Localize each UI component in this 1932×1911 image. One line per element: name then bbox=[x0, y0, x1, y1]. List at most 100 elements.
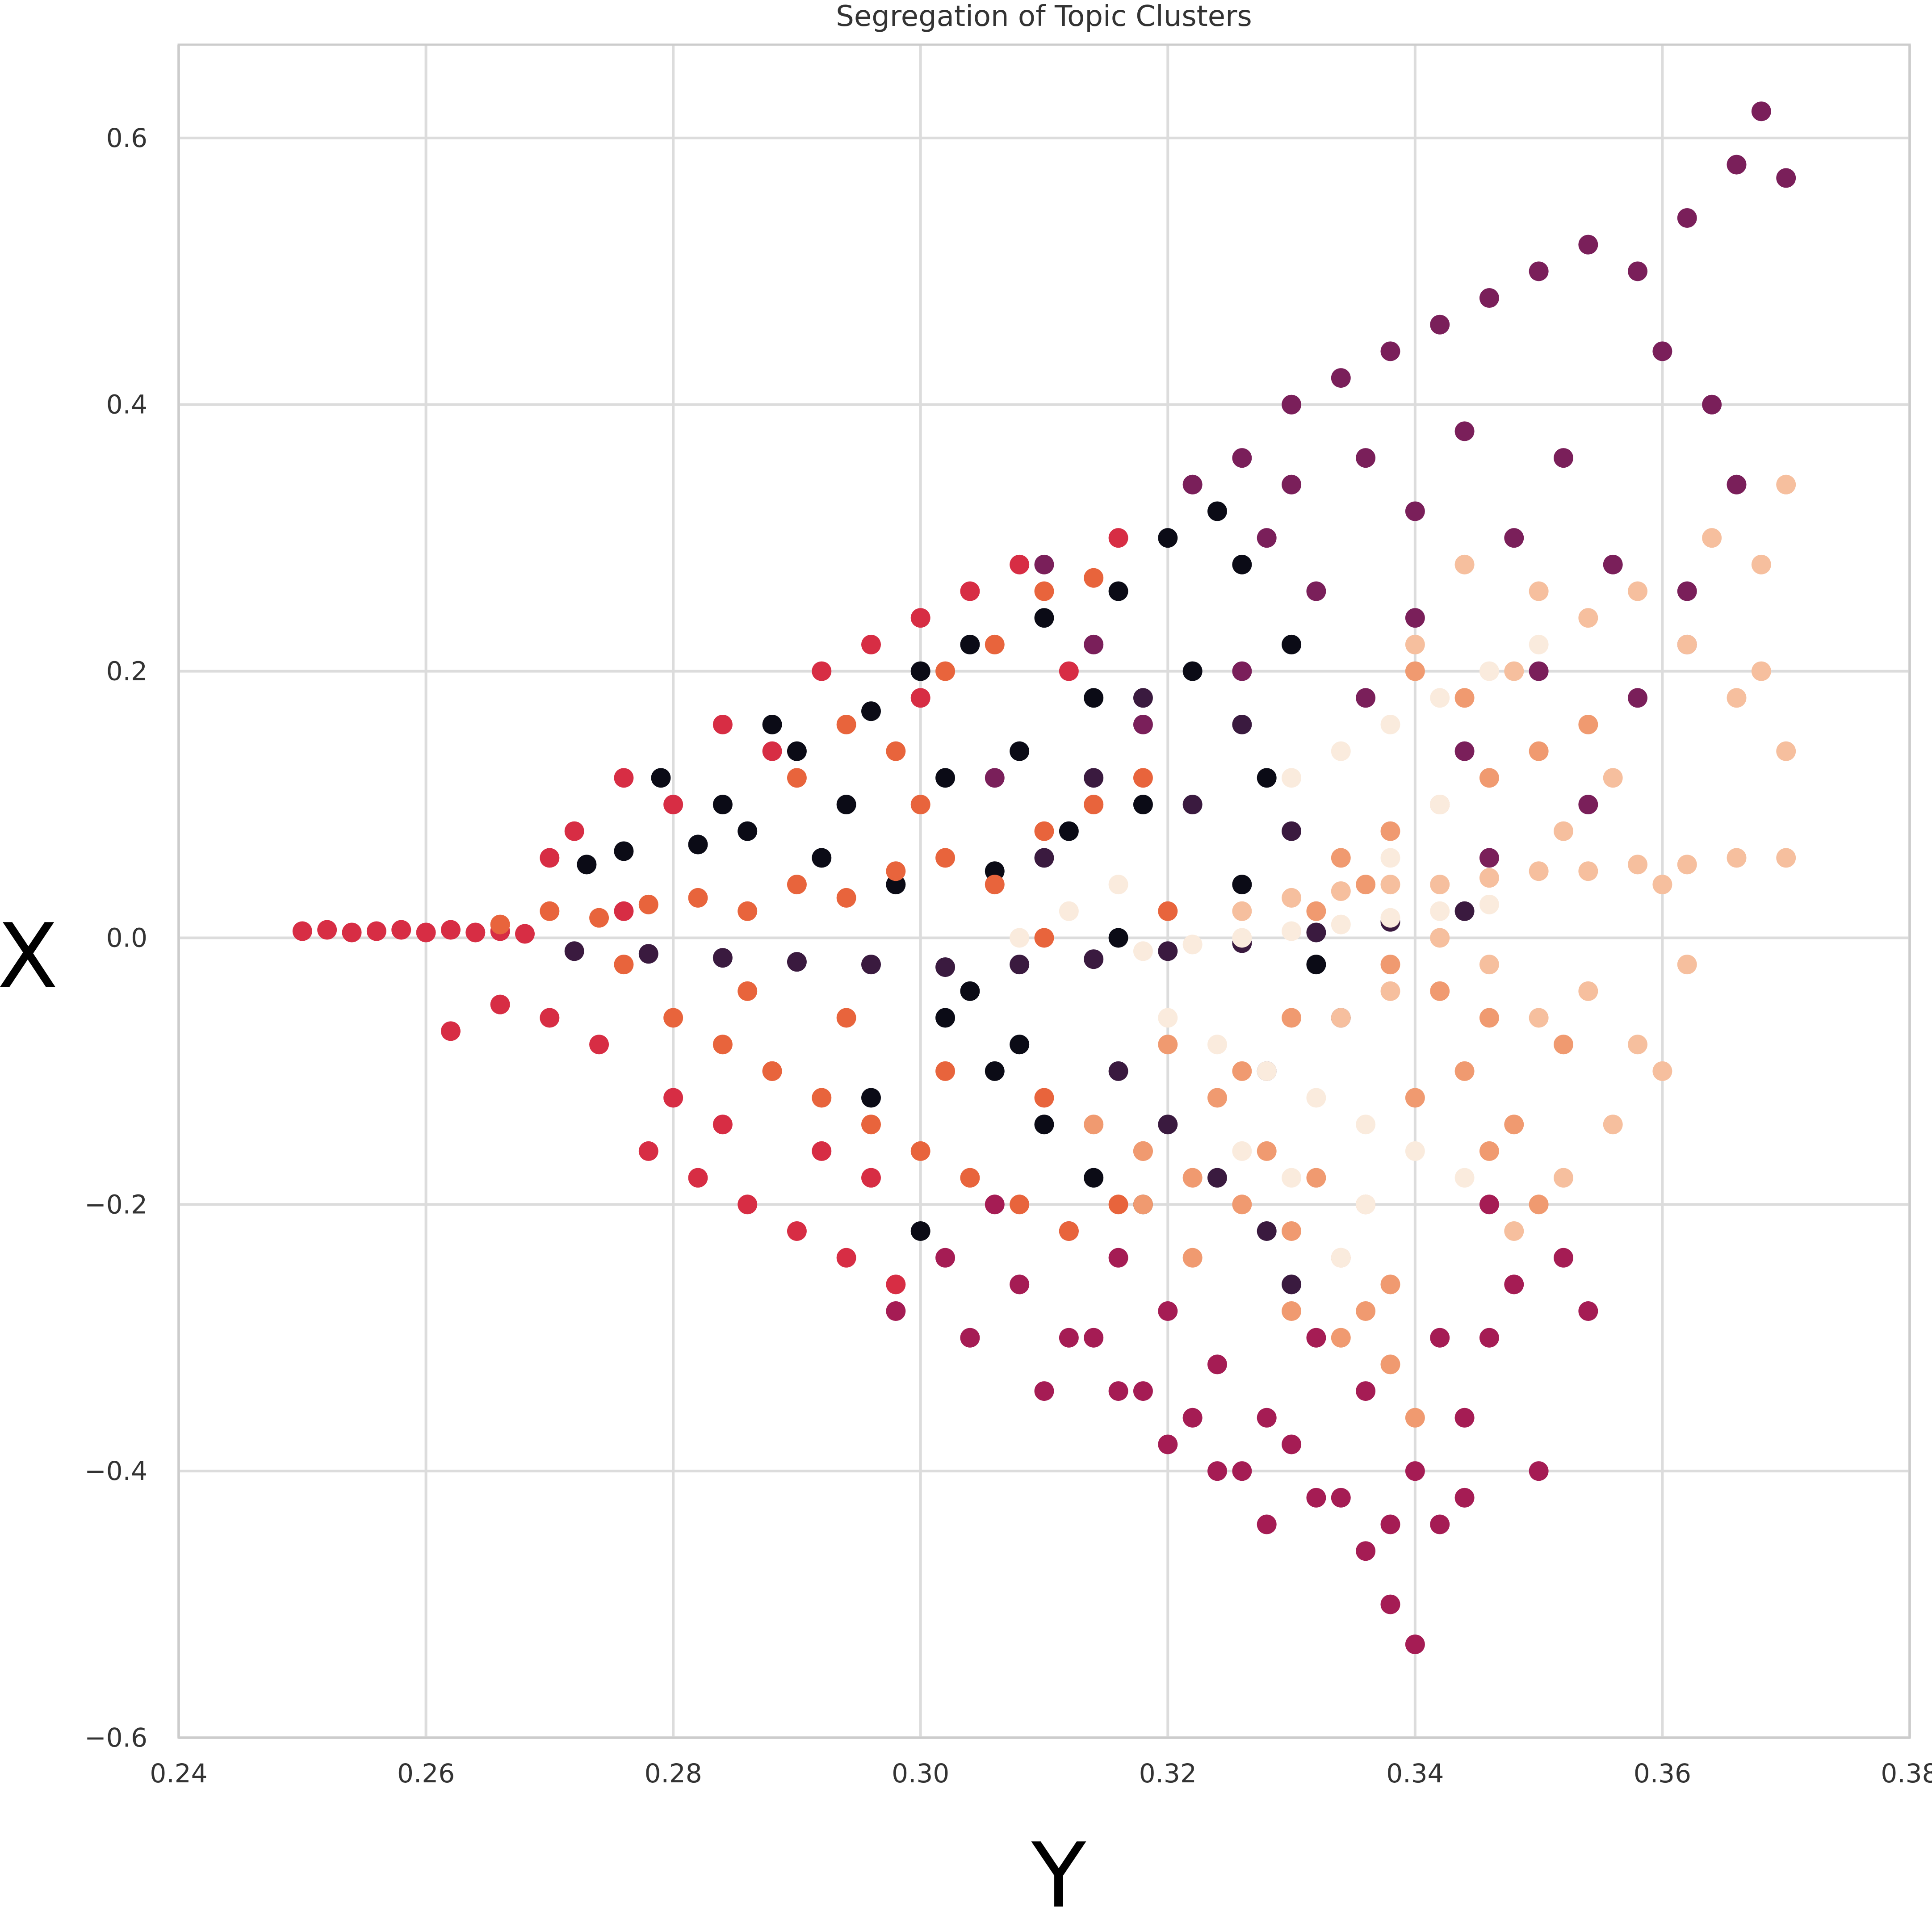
scatter-point bbox=[1554, 1248, 1573, 1268]
scatter-point bbox=[1652, 1061, 1672, 1081]
scatter-point bbox=[1380, 955, 1400, 975]
scatter-point bbox=[1603, 1115, 1623, 1135]
scatter-point bbox=[1405, 634, 1425, 654]
scatter-point bbox=[1010, 1194, 1030, 1215]
scatter-point bbox=[1059, 661, 1079, 681]
scatter-point bbox=[663, 1008, 683, 1028]
series-3 bbox=[886, 1194, 1598, 1655]
scatter-point bbox=[812, 661, 832, 681]
scatter-point bbox=[910, 795, 930, 815]
scatter-point bbox=[317, 920, 337, 940]
scatter-point bbox=[1529, 741, 1549, 761]
scatter-point bbox=[1504, 1221, 1524, 1241]
scatter-point bbox=[1479, 661, 1499, 681]
scatter-point bbox=[1108, 928, 1128, 948]
scatter-point bbox=[1282, 1274, 1302, 1295]
scatter-point bbox=[738, 1194, 758, 1215]
scatter-point bbox=[1479, 955, 1499, 975]
scatter-point bbox=[638, 944, 658, 964]
scatter-point bbox=[1034, 1381, 1054, 1401]
scatter-point bbox=[1158, 941, 1178, 961]
scatter-point bbox=[935, 1008, 956, 1028]
tick-labels: 0.24 0.26 0.28 0.30 0.32 0.34 0.36 0.38 0.6 0.4 0.… bbox=[84, 123, 1932, 1789]
x-axis-label: Y bbox=[1031, 1824, 1086, 1911]
scatter-point bbox=[1380, 821, 1400, 841]
scatter-point bbox=[1059, 901, 1079, 921]
scatter-point bbox=[1282, 1301, 1302, 1321]
scatter-point bbox=[787, 875, 807, 895]
scatter-point bbox=[1084, 1168, 1104, 1188]
scatter-point bbox=[1133, 941, 1153, 961]
scatter-point bbox=[1405, 501, 1425, 521]
scatter-point bbox=[886, 1301, 906, 1321]
scatter-point bbox=[836, 795, 856, 815]
scatter-point bbox=[935, 848, 956, 868]
scatter-point bbox=[1628, 261, 1648, 281]
scatter-point bbox=[1652, 875, 1672, 895]
scatter-point bbox=[712, 714, 733, 734]
scatter-point bbox=[1529, 861, 1549, 881]
scatter-point bbox=[1751, 101, 1771, 122]
scatter-point bbox=[440, 920, 461, 940]
scatter-point bbox=[985, 768, 1005, 788]
series-6 bbox=[1084, 661, 1598, 1428]
scatter-point bbox=[688, 888, 708, 908]
scatter-point bbox=[1257, 1514, 1277, 1534]
scatter-point bbox=[1306, 581, 1326, 601]
scatter-point bbox=[1207, 501, 1227, 521]
scatter-point bbox=[1257, 1408, 1277, 1428]
scatter-point bbox=[638, 1141, 658, 1161]
scatter-point bbox=[1356, 1194, 1376, 1215]
scatter-point bbox=[1356, 1115, 1376, 1135]
scatter-point bbox=[1232, 1141, 1252, 1161]
data-points bbox=[292, 101, 1796, 1655]
scatter-point bbox=[910, 661, 930, 681]
scatter-point bbox=[1133, 1194, 1153, 1215]
scatter-point bbox=[1282, 888, 1302, 908]
scatter-point bbox=[1454, 554, 1475, 574]
scatter-point bbox=[1356, 1541, 1376, 1561]
scatter-point bbox=[1504, 1115, 1524, 1135]
scatter-point bbox=[1282, 474, 1302, 495]
scatter-point bbox=[1306, 922, 1326, 943]
scatter-point bbox=[960, 1168, 980, 1188]
scatter-point bbox=[935, 957, 956, 977]
scatter-point bbox=[960, 581, 980, 601]
scatter-point bbox=[1380, 1354, 1400, 1375]
scatter-point bbox=[712, 1035, 733, 1055]
scatter-point bbox=[1776, 168, 1796, 188]
scatter-point bbox=[960, 634, 980, 654]
scatter-point bbox=[1282, 1008, 1302, 1028]
scatter-point bbox=[910, 1141, 930, 1161]
scatter-point bbox=[577, 855, 597, 875]
scatter-point bbox=[886, 861, 906, 881]
scatter-point bbox=[1677, 581, 1697, 601]
scatter-point bbox=[712, 795, 733, 815]
y-tick-label: −0.6 bbox=[84, 1722, 147, 1753]
scatter-point bbox=[1084, 949, 1104, 969]
scatter-point bbox=[1776, 741, 1796, 761]
scatter-point bbox=[1331, 1488, 1351, 1508]
scatter-point bbox=[1232, 714, 1252, 734]
scatter-point bbox=[1479, 1194, 1499, 1215]
scatter-point bbox=[1776, 848, 1796, 868]
scatter-point bbox=[1751, 661, 1771, 681]
scatter-point bbox=[1232, 1461, 1252, 1481]
scatter-point bbox=[1702, 528, 1722, 548]
scatter-point bbox=[465, 922, 486, 943]
scatter-point bbox=[1133, 795, 1153, 815]
scatter-point bbox=[1108, 875, 1128, 895]
scatter-point bbox=[1034, 1088, 1054, 1108]
scatter-point bbox=[1257, 768, 1277, 788]
series-5 bbox=[490, 568, 1178, 1241]
scatter-point bbox=[651, 768, 671, 788]
scatter-point bbox=[1010, 741, 1030, 761]
scatter-point bbox=[1727, 848, 1747, 868]
scatter-point bbox=[1504, 661, 1524, 681]
scatter-point bbox=[1504, 528, 1524, 548]
scatter-point bbox=[1182, 795, 1203, 815]
scatter-point bbox=[738, 901, 758, 921]
scatter-point bbox=[1529, 1008, 1549, 1028]
scatter-point bbox=[1010, 928, 1030, 948]
